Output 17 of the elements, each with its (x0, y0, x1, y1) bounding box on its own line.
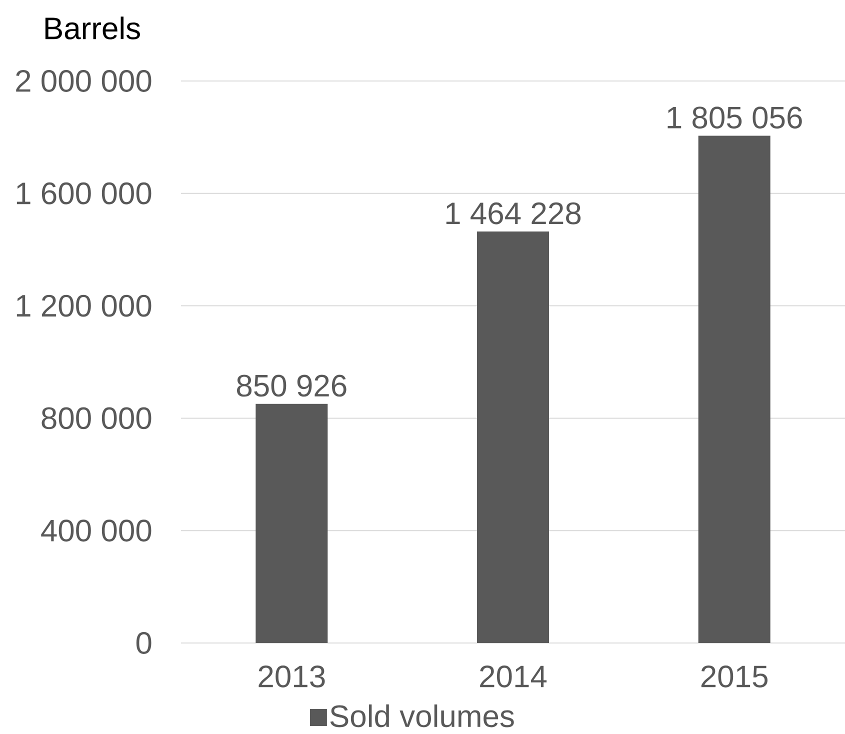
y-tick-label: 2 000 000 (16, 70, 152, 92)
y-tick-label: 800 000 (42, 407, 152, 430)
bar (256, 404, 328, 643)
x-tick-label: 2015 (701, 666, 768, 688)
data-label: 1 805 056 (668, 106, 802, 129)
bar (477, 232, 550, 643)
y-tick-label: 1 200 000 (16, 294, 152, 317)
bar (698, 136, 770, 643)
data-label: 1 464 228 (446, 202, 581, 224)
legend-label: Sold volumes (330, 704, 514, 728)
data-label: 850 926 (236, 374, 346, 397)
y-tick-label: 1 600 000 (16, 182, 152, 204)
x-tick-label: 2014 (480, 666, 547, 688)
x-tick-label: 2013 (258, 666, 325, 688)
y-axis-title: Barrels (45, 16, 140, 40)
y-tick-label: 400 000 (41, 520, 152, 542)
y-tick-label: 0 (136, 632, 152, 654)
